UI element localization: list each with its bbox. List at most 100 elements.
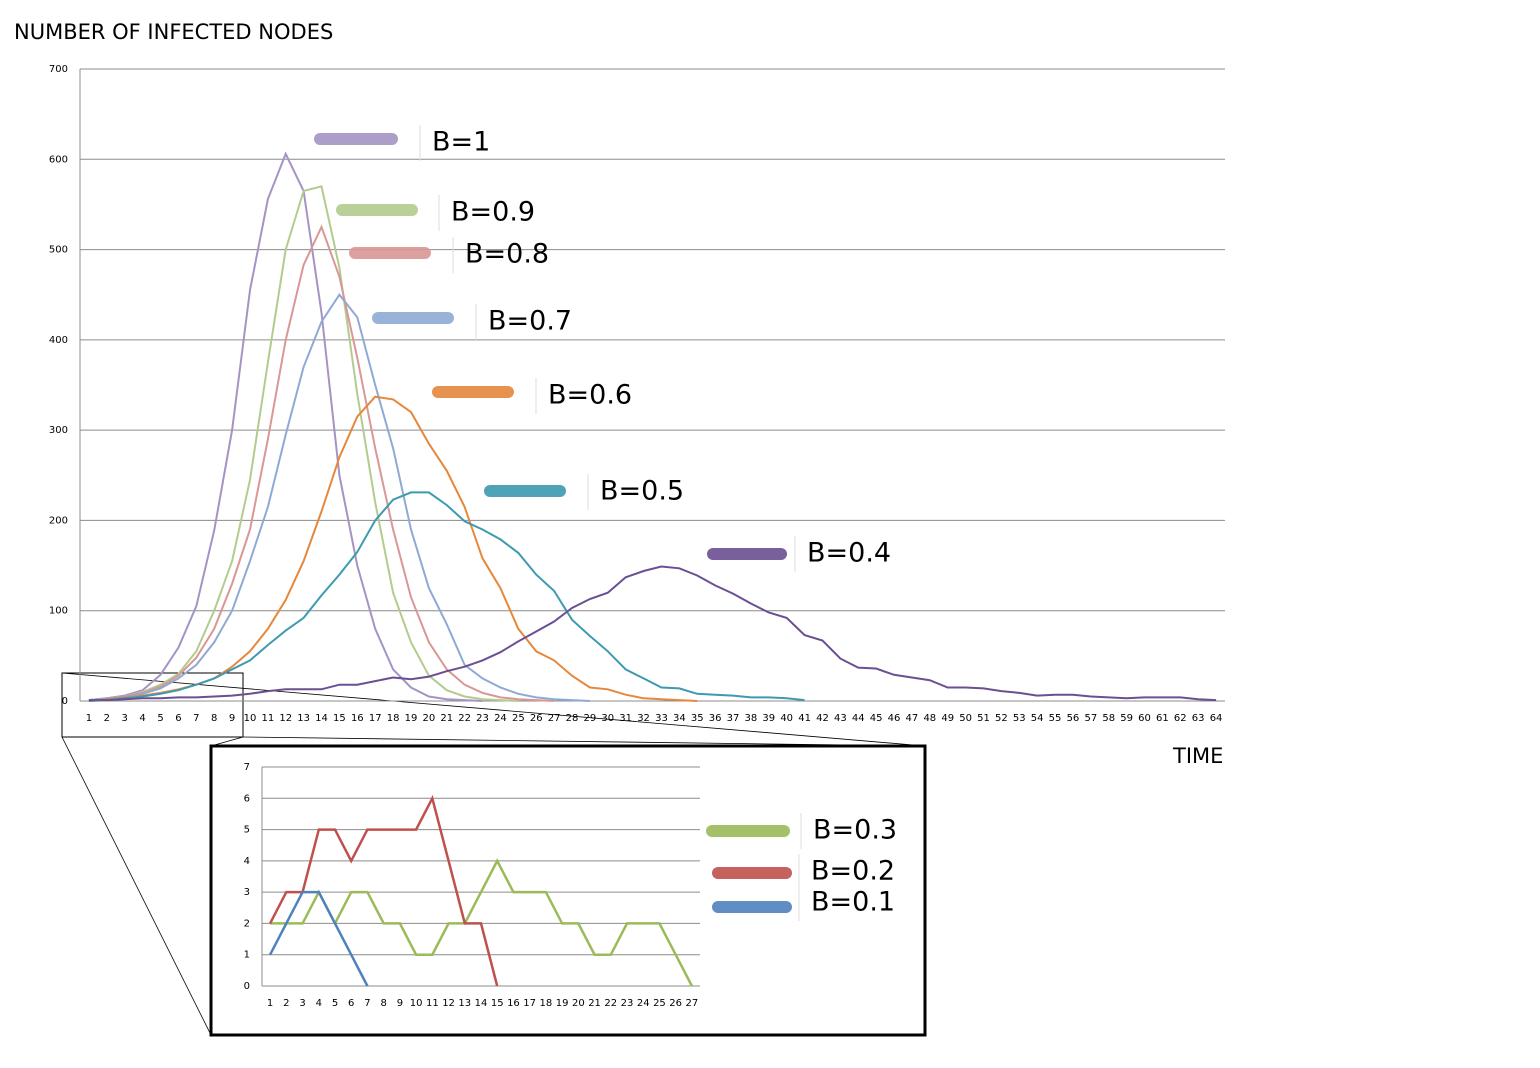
x-tick-label: 10 (410, 998, 423, 1009)
y-tick-label: 0 (244, 981, 250, 992)
legend-label: B=0.5 (600, 476, 684, 507)
series-line (88, 395, 698, 702)
x-tick-label: 25 (512, 713, 525, 724)
x-tick-label: 57 (1084, 713, 1097, 724)
legend-label: B=0.2 (811, 856, 895, 887)
x-tick-label: 13 (297, 713, 310, 724)
x-tick-label: 56 (1067, 713, 1080, 724)
x-axis-title: TIME (1172, 744, 1223, 768)
x-tick-label: 17 (369, 713, 382, 724)
x-tick-label: 32 (637, 713, 650, 724)
y-axis-title: NUMBER OF INFECTED NODES (14, 20, 333, 44)
x-tick-label: 13 (458, 998, 471, 1009)
y-tick-label: 5 (244, 825, 250, 836)
x-tick-label: 26 (669, 998, 682, 1009)
x-tick-label: 39 (762, 713, 775, 724)
x-tick-label: 28 (566, 713, 579, 724)
x-tick-label: 3 (299, 998, 305, 1009)
x-tick-label: 49 (941, 713, 954, 724)
y-tick-label: 1 (244, 950, 250, 961)
x-tick-label: 29 (584, 713, 597, 724)
x-tick-label: 3 (122, 713, 128, 724)
x-tick-label: 50 (959, 713, 972, 724)
x-tick-label: 21 (440, 713, 453, 724)
x-tick-label: 17 (523, 998, 536, 1009)
y-tick-label: 500 (49, 245, 68, 256)
x-tick-label: 19 (405, 713, 418, 724)
x-tick-label: 24 (637, 998, 650, 1009)
y-tick-label: 4 (244, 856, 250, 867)
x-tick-label: 8 (380, 998, 386, 1009)
x-tick-label: 2 (283, 998, 289, 1009)
x-tick-label: 14 (475, 998, 488, 1009)
x-tick-label: 64 (1210, 713, 1223, 724)
x-tick-label: 20 (572, 998, 585, 1009)
x-tick-label: 10 (244, 713, 257, 724)
x-tick-label: 7 (193, 713, 199, 724)
x-tick-label: 20 (423, 713, 436, 724)
x-tick-label: 2 (104, 713, 110, 724)
series-line (88, 565, 1217, 702)
x-tick-label: 37 (727, 713, 740, 724)
x-tick-label: 48 (923, 713, 936, 724)
x-tick-label: 6 (175, 713, 181, 724)
x-tick-label: 54 (1031, 713, 1044, 724)
x-tick-label: 60 (1138, 713, 1151, 724)
zoom-connector (61, 736, 212, 1036)
x-tick-label: 53 (1013, 713, 1026, 724)
x-tick-label: 18 (387, 713, 400, 724)
x-tick-label: 63 (1192, 713, 1205, 724)
x-tick-label: 15 (491, 998, 504, 1009)
series-line (88, 185, 519, 702)
legend-label: B=0.8 (465, 239, 549, 270)
x-tick-label: 16 (351, 713, 364, 724)
x-tick-label: 38 (745, 713, 758, 724)
x-tick-label: 11 (261, 713, 274, 724)
y-tick-label: 100 (49, 606, 68, 617)
x-tick-label: 1 (86, 713, 92, 724)
x-tick-label: 35 (691, 713, 704, 724)
x-tick-label: 9 (229, 713, 235, 724)
x-tick-label: 9 (397, 998, 403, 1009)
x-tick-label: 51 (977, 713, 990, 724)
legend-label: B=0.3 (813, 815, 897, 846)
x-tick-label: 46 (888, 713, 901, 724)
y-tick-label: 2 (244, 918, 250, 929)
x-tick-label: 23 (621, 998, 634, 1009)
x-tick-label: 7 (364, 998, 370, 1009)
x-tick-label: 44 (852, 713, 865, 724)
y-tick-label: 7 (244, 762, 250, 773)
x-tick-label: 26 (530, 713, 543, 724)
x-tick-label: 42 (816, 713, 829, 724)
x-tick-label: 4 (139, 713, 145, 724)
legend-label: B=1 (432, 127, 490, 158)
x-tick-label: 18 (540, 998, 553, 1009)
zoom-connector (61, 672, 926, 747)
y-tick-label: 300 (49, 425, 68, 436)
series-line (268, 794, 499, 987)
x-tick-label: 24 (494, 713, 507, 724)
x-tick-label: 45 (870, 713, 883, 724)
x-tick-label: 43 (834, 713, 847, 724)
x-tick-label: 30 (601, 713, 614, 724)
x-tick-label: 15 (333, 713, 346, 724)
x-tick-label: 11 (426, 998, 439, 1009)
x-tick-label: 5 (332, 998, 338, 1009)
x-tick-label: 34 (673, 713, 686, 724)
y-tick-label: 400 (49, 335, 68, 346)
x-tick-label: 12 (279, 713, 292, 724)
series-line (88, 151, 483, 702)
x-tick-label: 16 (507, 998, 520, 1009)
x-tick-label: 36 (709, 713, 722, 724)
series-line (268, 890, 369, 987)
zoom-region (61, 672, 244, 738)
legend-label: B=0.9 (451, 197, 535, 228)
x-tick-label: 12 (442, 998, 455, 1009)
series-line (270, 858, 694, 987)
y-tick-label: 700 (49, 64, 68, 75)
x-tick-label: 33 (655, 713, 668, 724)
x-tick-label: 25 (653, 998, 666, 1009)
x-tick-label: 14 (315, 713, 328, 724)
x-tick-label: 61 (1156, 713, 1169, 724)
